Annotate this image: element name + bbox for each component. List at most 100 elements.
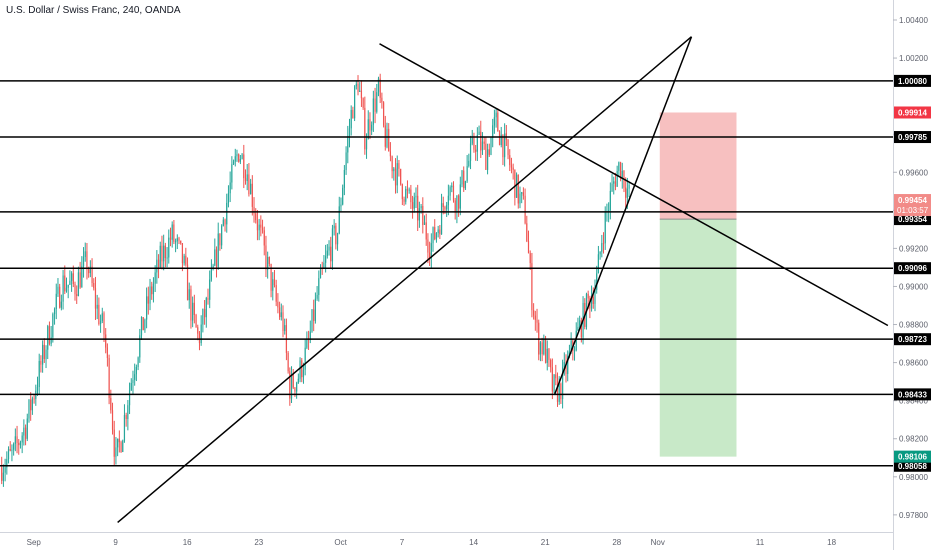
y-tick-label: 1.00400	[899, 16, 928, 25]
candle	[81, 256, 83, 288]
candle	[604, 206, 606, 250]
candle	[435, 232, 438, 243]
candle	[99, 314, 102, 333]
candle	[76, 285, 78, 304]
level-label-5-bg	[894, 388, 931, 401]
candle	[282, 305, 284, 338]
candle	[314, 292, 316, 324]
x-tick-label: Nov	[651, 538, 665, 547]
candle	[207, 288, 209, 305]
candle	[139, 328, 141, 363]
candle	[193, 294, 195, 324]
candle	[469, 135, 472, 170]
candle	[533, 303, 535, 320]
trendline-rising-wedge-support[interactable]	[553, 36, 693, 396]
candle	[224, 218, 226, 232]
candle	[623, 170, 625, 193]
candle	[430, 233, 432, 269]
entry-label: 0.99354	[898, 215, 927, 224]
candle	[396, 155, 398, 194]
take-profit-zone[interactable]	[659, 219, 737, 457]
candle	[1, 456, 3, 485]
candle	[31, 396, 33, 415]
candle	[232, 159, 235, 166]
candle	[180, 240, 182, 245]
candle	[277, 293, 279, 314]
candle	[531, 252, 533, 318]
candle	[156, 250, 158, 284]
candle	[103, 311, 105, 343]
candle	[476, 127, 478, 162]
candle	[306, 331, 308, 350]
candle	[621, 162, 623, 189]
candle	[142, 317, 144, 331]
x-tick-label: 28	[612, 538, 621, 547]
candle	[466, 155, 468, 183]
level-label-1: 0.99785	[898, 133, 927, 142]
candle	[592, 287, 594, 309]
level-label-4: 0.98723	[898, 335, 927, 344]
candle	[468, 153, 470, 168]
plot-area	[0, 0, 893, 532]
trendline-descending-resistance[interactable]	[379, 43, 889, 327]
candle	[60, 294, 62, 311]
candle	[411, 195, 414, 219]
candle	[161, 235, 163, 270]
candle	[265, 235, 267, 278]
candle	[93, 278, 95, 291]
level-label-4-bg	[894, 333, 931, 346]
candle	[120, 440, 122, 453]
candle	[580, 317, 582, 343]
candle	[400, 168, 402, 186]
candle	[546, 340, 548, 371]
candle	[45, 345, 47, 369]
candle	[398, 159, 400, 177]
candle	[137, 356, 139, 371]
candle	[514, 169, 516, 206]
candle	[4, 458, 6, 482]
candle	[64, 265, 66, 295]
candle	[302, 362, 305, 384]
level-label-1-bg	[894, 131, 931, 144]
candle	[418, 201, 420, 228]
candle	[132, 370, 134, 395]
candle	[381, 92, 383, 109]
stop-loss-label: 0.99914	[898, 108, 927, 117]
candle	[65, 277, 68, 293]
candle	[391, 155, 393, 179]
candle	[243, 144, 245, 189]
candle	[128, 382, 131, 415]
candle	[331, 224, 334, 270]
candle	[50, 326, 52, 347]
candle	[335, 222, 337, 250]
candle	[244, 169, 247, 185]
candle	[347, 125, 349, 164]
candle	[573, 346, 576, 361]
candle	[67, 284, 69, 299]
candle	[485, 137, 487, 170]
candle	[18, 439, 20, 455]
candle	[176, 234, 178, 250]
candle	[16, 425, 18, 454]
trendline-ascending-support[interactable]	[117, 36, 692, 524]
candle	[357, 75, 359, 96]
candle	[62, 269, 64, 310]
candle	[536, 308, 538, 333]
chart-title: U.S. Dollar / Swiss Franc, 240, OANDA	[6, 5, 181, 16]
candle	[618, 161, 620, 177]
candle	[82, 247, 85, 278]
candle	[30, 392, 32, 421]
y-tick-label: 0.98600	[899, 359, 928, 368]
candle	[69, 270, 71, 286]
candle	[59, 283, 61, 309]
stop-loss-zone[interactable]	[659, 112, 737, 220]
candle	[173, 219, 175, 245]
candle	[42, 340, 44, 373]
candle	[157, 254, 160, 279]
candle	[43, 338, 45, 363]
candle	[174, 238, 177, 253]
candle	[486, 143, 489, 175]
candle	[355, 81, 357, 90]
candle	[449, 185, 451, 201]
